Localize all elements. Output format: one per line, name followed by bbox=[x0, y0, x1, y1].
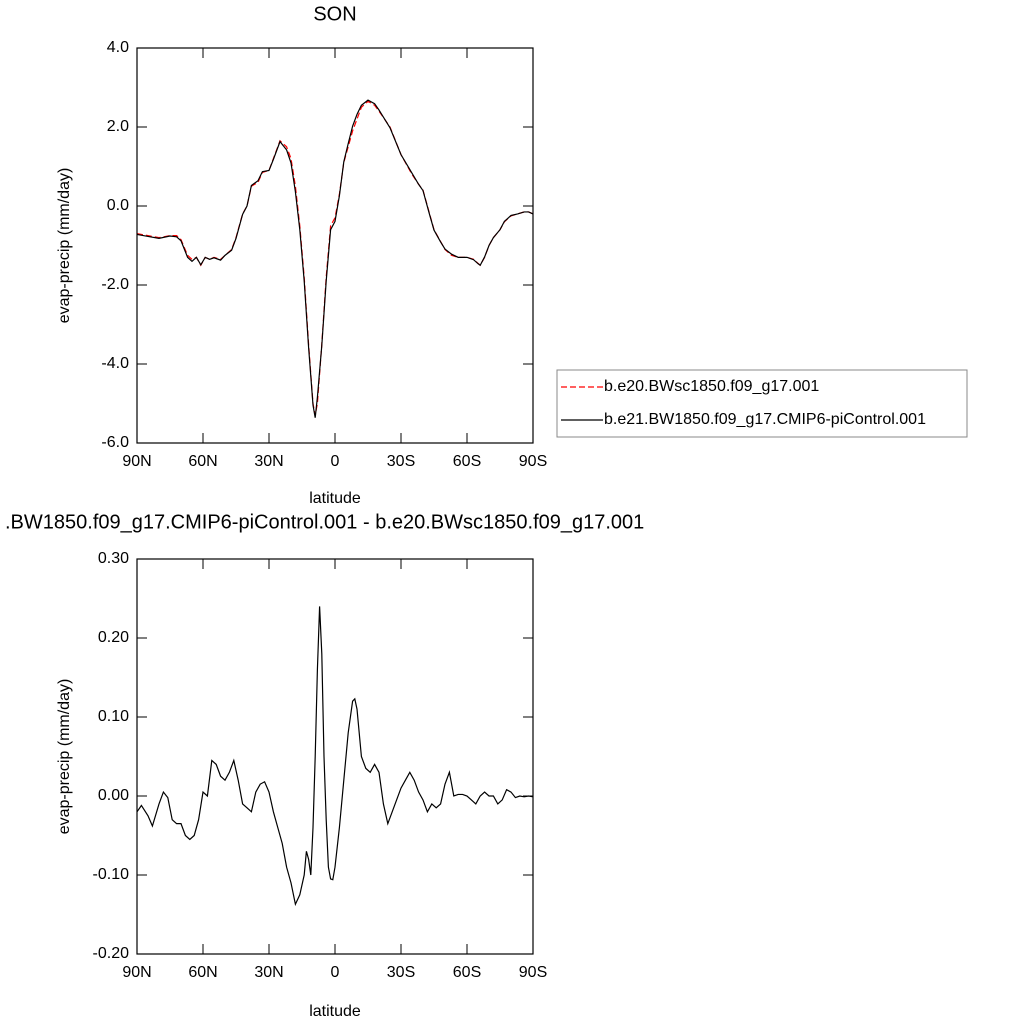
x-tick-label: 90N bbox=[122, 964, 151, 981]
x-tick-label: 0 bbox=[331, 964, 340, 981]
x-axis-label: latitude bbox=[309, 490, 361, 507]
x-tick-label: 30S bbox=[387, 964, 415, 981]
x-tick-label: 60S bbox=[453, 964, 481, 981]
y-tick-label: 0.20 bbox=[98, 629, 129, 646]
y-tick-label: -0.10 bbox=[93, 866, 130, 883]
x-tick-label: 60N bbox=[188, 453, 217, 470]
x-tick-label: 90S bbox=[519, 964, 547, 981]
x-axis-label: latitude bbox=[309, 1003, 361, 1020]
x-tick-label: 30N bbox=[254, 453, 283, 470]
plot-frame bbox=[136, 558, 534, 955]
x-tick-label: 60S bbox=[453, 453, 481, 470]
y-tick-label: 0.0 bbox=[107, 197, 129, 214]
chart-title: .BW1850.f09_g17.CMIP6-piControl.001 - b.… bbox=[5, 511, 644, 533]
y-axis-label: evap-precip (mm/day) bbox=[56, 679, 73, 835]
y-tick-label: 2.0 bbox=[107, 118, 129, 135]
chart-title: SON bbox=[313, 3, 356, 25]
x-tick-label: 90S bbox=[519, 453, 547, 470]
y-tick-label: -6.0 bbox=[101, 434, 129, 451]
data-line bbox=[136, 99, 534, 418]
y-tick-label: -2.0 bbox=[101, 276, 129, 293]
y-tick-label: 4.0 bbox=[107, 39, 129, 56]
x-tick-label: 30S bbox=[387, 453, 415, 470]
x-tick-label: 0 bbox=[331, 453, 340, 470]
y-tick-label: -4.0 bbox=[101, 355, 129, 372]
x-tick-label: 60N bbox=[188, 964, 217, 981]
y-tick-label: -0.20 bbox=[93, 945, 130, 962]
data-line bbox=[136, 606, 534, 907]
y-tick-label: 0.30 bbox=[98, 550, 129, 567]
y-tick-label: 0.00 bbox=[98, 787, 129, 804]
x-tick-label: 30N bbox=[254, 964, 283, 981]
legend-label: b.e20.BWsc1850.f09_g17.001 bbox=[604, 378, 819, 395]
x-tick-label: 90N bbox=[122, 453, 151, 470]
legend-box bbox=[556, 369, 968, 438]
y-axis-label: evap-precip (mm/day) bbox=[56, 168, 73, 324]
plot-frame bbox=[136, 47, 534, 444]
y-tick-label: 0.10 bbox=[98, 708, 129, 725]
legend-label: b.e21.BW1850.f09_g17.CMIP6-piControl.001 bbox=[604, 411, 926, 428]
